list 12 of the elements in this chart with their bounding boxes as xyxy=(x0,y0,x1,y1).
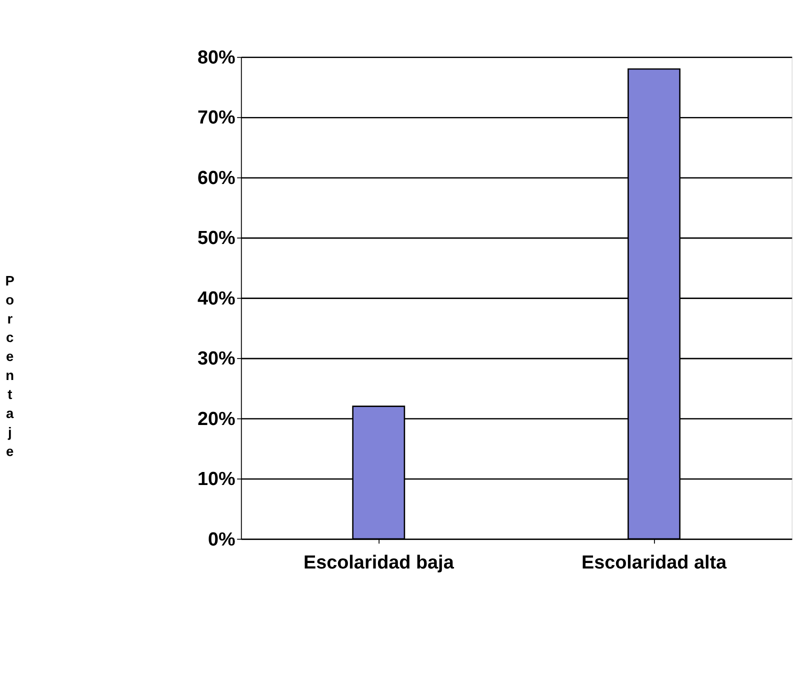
y-tick-label: 80% xyxy=(197,47,236,68)
y-tick-label: 60% xyxy=(197,168,236,189)
x-tick-label: Escolaridad baja xyxy=(303,552,454,574)
y-tick-label: 30% xyxy=(197,348,236,370)
y-tick-label: 0% xyxy=(208,529,236,550)
y-tick-label: 70% xyxy=(197,108,236,129)
y-tick-label: 50% xyxy=(197,228,236,250)
y-tick-label: 40% xyxy=(197,288,236,310)
y-tick-label: 10% xyxy=(197,469,236,490)
x-tick-label: Escolaridad alta xyxy=(581,552,728,574)
y-tick-label: 20% xyxy=(197,408,236,430)
text: Porcentaje xyxy=(5,273,14,459)
